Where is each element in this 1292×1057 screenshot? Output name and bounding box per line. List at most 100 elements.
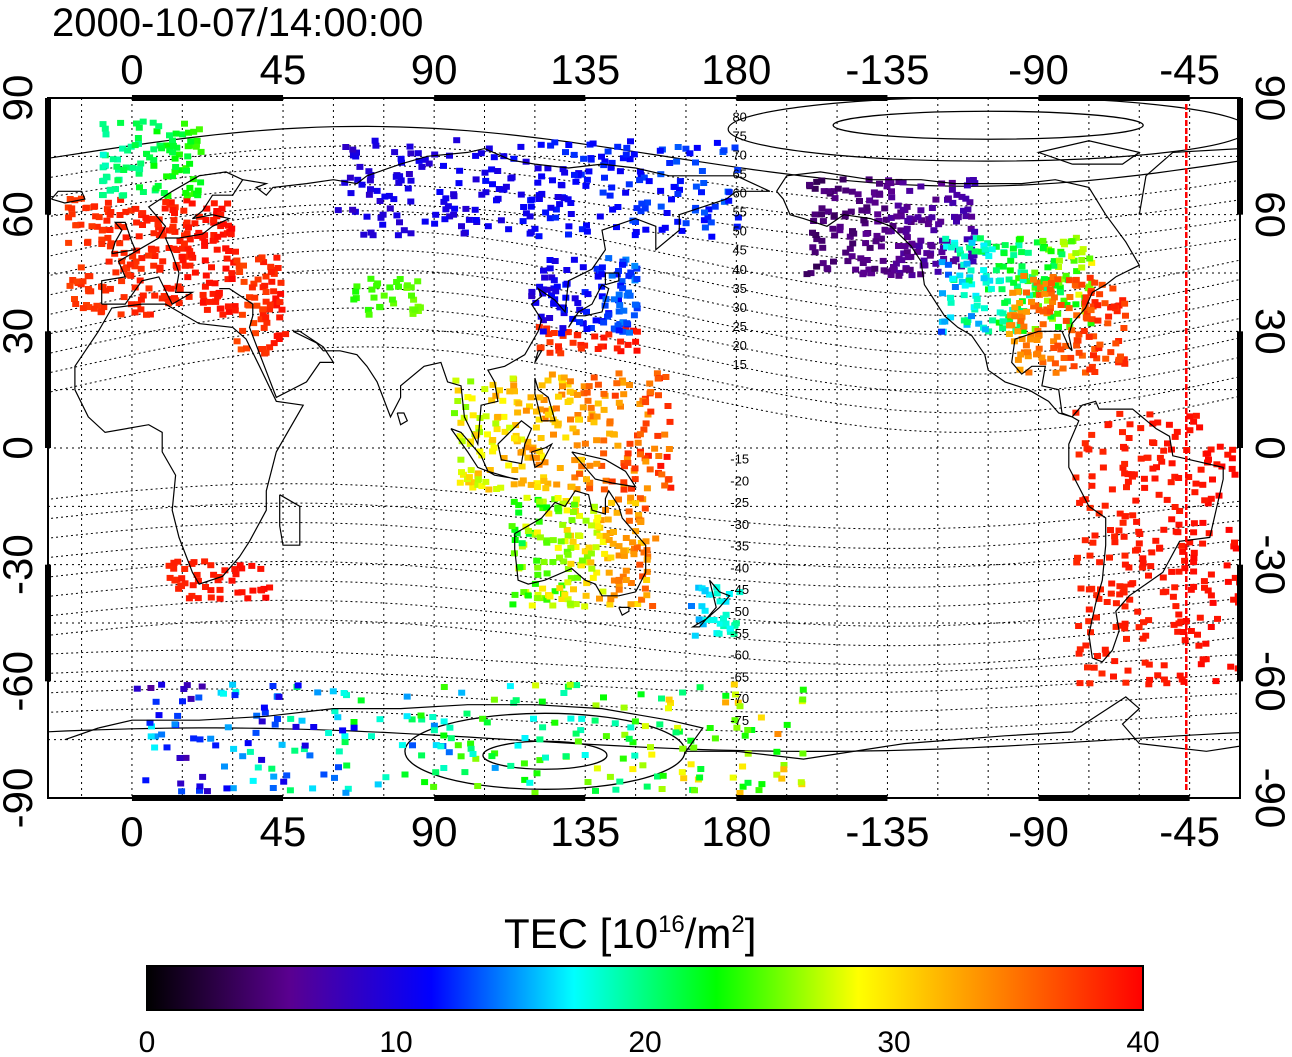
tec-cell (206, 279, 213, 286)
tec-cell (549, 602, 557, 609)
tec-cell (1035, 307, 1043, 314)
tec-cell (245, 302, 253, 309)
tec-cell (165, 300, 173, 307)
pole-oval (832, 110, 1144, 140)
tec-cell (829, 225, 837, 232)
tec-cell (1228, 455, 1236, 462)
tec-cell (132, 205, 140, 212)
tec-cell (585, 544, 593, 551)
tec-cell (542, 209, 550, 216)
tec-cell (726, 628, 734, 635)
tec-cell (539, 498, 547, 505)
tec-cell (536, 498, 544, 505)
tec-cell (848, 188, 856, 195)
tec-cell (606, 192, 614, 199)
tec-cell (216, 586, 224, 593)
tec-cell (120, 167, 128, 173)
tec-cell (474, 476, 482, 483)
tec-cell (945, 271, 952, 278)
tec-cell (184, 143, 192, 150)
tec-cell (824, 208, 832, 215)
tec-cell (592, 317, 600, 324)
tec-cell (1134, 546, 1142, 553)
tec-cell (846, 233, 854, 240)
tec-cell (129, 253, 137, 260)
tec-cell (472, 217, 480, 223)
tec-cell (410, 296, 418, 303)
tec-cell (962, 195, 970, 202)
mag-contour (48, 268, 1240, 356)
tec-cell (830, 212, 838, 219)
tec-cell (482, 177, 490, 184)
tec-cell (613, 345, 621, 352)
tec-cell (84, 273, 92, 279)
tec-cell (532, 454, 540, 461)
tec-cell (622, 535, 630, 541)
tec-cell (605, 255, 613, 262)
tec-cell (1149, 465, 1157, 472)
tec-cell (84, 286, 92, 292)
tec-cell (526, 779, 534, 786)
tec-cell (442, 206, 450, 213)
tec-cell (253, 302, 261, 309)
tec-cell (222, 265, 230, 272)
tec-cell (563, 527, 571, 533)
tec-cell (557, 538, 565, 545)
tec-cell (551, 588, 559, 595)
tec-cell (651, 445, 659, 452)
tec-cell (515, 502, 523, 509)
tec-cell (647, 744, 654, 751)
tec-cell (596, 595, 603, 602)
tec-cell (527, 394, 535, 401)
tec-cell (942, 235, 950, 242)
tec-cell (1013, 283, 1021, 290)
tec-cell (1014, 356, 1022, 363)
tec-cell (1022, 342, 1030, 349)
tec-cell (634, 439, 642, 446)
tec-cell (663, 210, 671, 216)
tec-cell (887, 214, 895, 221)
tec-cell (146, 311, 154, 318)
tec-cell (949, 199, 957, 206)
tec-cell (619, 261, 626, 268)
tec-cell (155, 712, 163, 719)
tec-cell (403, 713, 411, 720)
tec-cell (489, 448, 497, 455)
tec-cell (554, 544, 562, 551)
tec-cell (606, 601, 614, 608)
frame-bar-bottom (736, 795, 888, 801)
tec-cell (1195, 642, 1203, 649)
tec-cell (616, 778, 624, 785)
tec-cell (97, 309, 105, 316)
tec-cell (1073, 312, 1081, 319)
tec-cell (262, 273, 270, 280)
tec-cell (544, 165, 552, 172)
tec-cell (72, 222, 80, 229)
tec-cell (1096, 341, 1104, 348)
tec-cell (160, 190, 168, 196)
tec-cell (894, 202, 902, 209)
tec-cell (927, 241, 935, 248)
tec-cell (673, 158, 681, 165)
tec-cell (500, 153, 508, 160)
tec-cell (600, 319, 608, 326)
tec-cell (560, 690, 568, 696)
tec-cell (122, 208, 130, 215)
tec-cell (639, 762, 647, 769)
mag-contour (48, 288, 1240, 375)
tec-cell (342, 789, 350, 796)
tec-cell (180, 207, 188, 214)
tec-cell (573, 442, 581, 449)
tec-cell (161, 205, 169, 212)
tec-cell (183, 682, 191, 689)
tec-cell (1207, 624, 1215, 630)
tec-cell (643, 556, 651, 563)
tec-cell (592, 544, 600, 551)
tec-cell (1020, 273, 1028, 279)
tec-cell (1136, 531, 1144, 537)
tec-cell (593, 569, 601, 576)
tec-cell (654, 432, 662, 439)
tec-cell (114, 177, 122, 184)
tec-cell (349, 146, 357, 153)
